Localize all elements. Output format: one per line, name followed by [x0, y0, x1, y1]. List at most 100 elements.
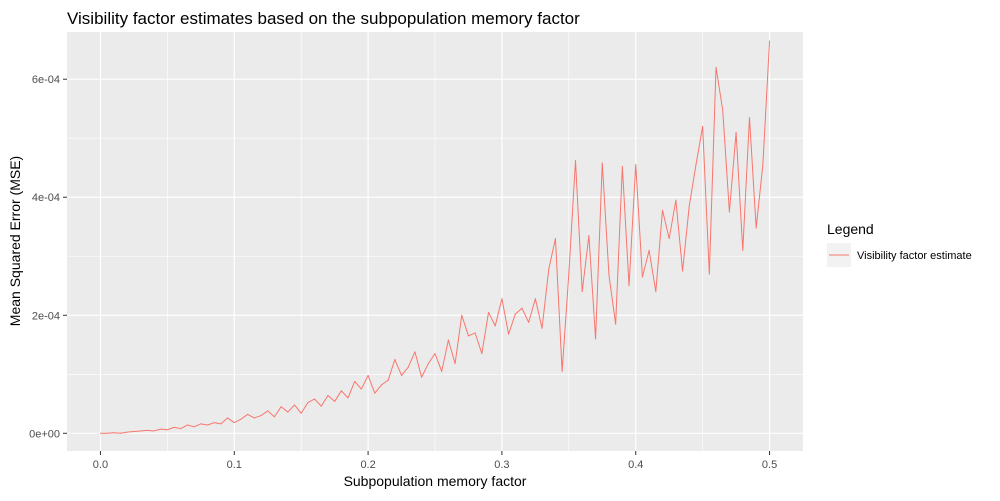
data-point: [581, 291, 583, 293]
data-point: [682, 270, 684, 272]
data-point: [260, 415, 262, 417]
data-point: [488, 311, 490, 313]
data-point: [220, 423, 222, 425]
data-point: [247, 413, 249, 415]
data-point: [481, 353, 483, 355]
data-point: [447, 339, 449, 341]
data-point: [441, 370, 443, 372]
data-point: [615, 323, 617, 325]
legend-entry-label: Visibility factor estimate: [857, 250, 972, 262]
data-point: [126, 431, 128, 433]
grid-major: [67, 32, 803, 451]
data-point: [374, 392, 376, 394]
data-point: [213, 422, 215, 424]
data-point: [628, 285, 630, 287]
data-point: [133, 431, 135, 433]
data-point: [514, 313, 516, 315]
data-point: [401, 374, 403, 376]
data-point: [146, 429, 148, 431]
data-point: [575, 160, 577, 162]
data-point: [467, 335, 469, 337]
data-point: [360, 388, 362, 390]
data-point: [561, 370, 563, 372]
data-point: [728, 211, 730, 213]
data-point: [588, 235, 590, 237]
data-point: [407, 366, 409, 368]
data-point: [735, 131, 737, 133]
data-point: [113, 432, 115, 434]
y-tick-label: 2e-04: [32, 310, 60, 322]
data-point: [267, 410, 269, 412]
data-point: [320, 405, 322, 407]
data-point: [501, 298, 503, 300]
data-point: [454, 363, 456, 365]
data-point: [160, 428, 162, 430]
data-point: [253, 417, 255, 419]
data-point: [207, 424, 209, 426]
data-point: [193, 426, 195, 428]
data-point: [186, 424, 188, 426]
x-tick-label: 0.0: [93, 459, 108, 471]
data-point: [166, 429, 168, 431]
y-axis: 0e+00 2e-04 4e-04 6e-04: [29, 74, 67, 440]
data-point: [227, 417, 229, 419]
x-tick-label: 0.2: [360, 459, 375, 471]
x-axis: 0.0 0.1 0.2 0.3 0.4 0.5: [93, 451, 777, 471]
data-point: [394, 359, 396, 361]
data-point: [769, 40, 771, 42]
y-tick-label: 4e-04: [32, 192, 60, 204]
data-point: [300, 412, 302, 414]
data-point: [661, 209, 663, 211]
data-point: [280, 406, 282, 408]
data-point: [347, 397, 349, 399]
data-point: [354, 380, 356, 382]
data-point: [293, 404, 295, 406]
data-point: [233, 422, 235, 424]
data-point: [314, 398, 316, 400]
data-point: [521, 307, 523, 309]
data-point: [474, 332, 476, 334]
data-point: [334, 400, 336, 402]
data-point: [722, 109, 724, 111]
data-point: [568, 273, 570, 275]
data-point: [748, 117, 750, 119]
data-point: [367, 374, 369, 376]
legend-title: Legend: [827, 221, 874, 237]
data-point: [648, 249, 650, 251]
data-point: [180, 428, 182, 430]
legend: Legend Visibility factor estimate: [827, 221, 972, 267]
x-tick-label: 0.5: [762, 459, 777, 471]
grid-minor: [67, 32, 803, 451]
data-point: [715, 66, 717, 68]
x-tick-label: 0.1: [227, 459, 242, 471]
x-axis-label: Subpopulation memory factor: [344, 473, 527, 489]
data-point: [635, 164, 637, 166]
data-point: [387, 379, 389, 381]
data-point: [508, 333, 510, 335]
data-point: [695, 164, 697, 166]
data-point: [702, 125, 704, 127]
data-point: [120, 432, 122, 434]
data-point: [708, 273, 710, 275]
data-point: [528, 321, 530, 323]
data-point: [541, 327, 543, 329]
data-point: [240, 418, 242, 420]
data-point: [675, 199, 677, 201]
data-point: [762, 164, 764, 166]
y-tick-label: 0e+00: [29, 428, 60, 440]
data-point: [287, 411, 289, 413]
data-point: [742, 249, 744, 251]
data-point: [106, 432, 108, 434]
data-point: [327, 395, 329, 397]
data-point: [608, 274, 610, 276]
chart-title: Visibility factor estimates based on the…: [67, 9, 580, 28]
data-point: [554, 238, 556, 240]
data-point: [688, 205, 690, 207]
data-point: [461, 314, 463, 316]
x-tick-label: 0.4: [628, 459, 643, 471]
data-point: [595, 338, 597, 340]
series-layer: [99, 40, 771, 434]
data-point: [494, 325, 496, 327]
data-point: [380, 384, 382, 386]
